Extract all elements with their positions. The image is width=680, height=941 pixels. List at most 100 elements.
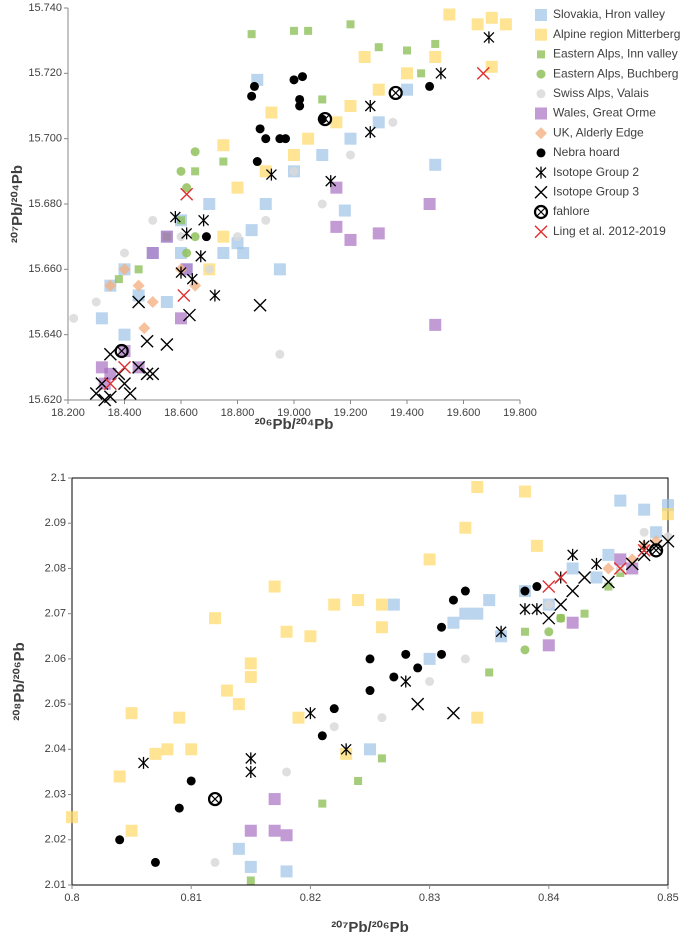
- data-point: [140, 334, 154, 348]
- marker-ring: [114, 343, 129, 359]
- data-point: [346, 20, 355, 29]
- marker-stroke: [160, 337, 174, 351]
- data-point: [275, 349, 285, 359]
- data-point: [280, 625, 293, 638]
- data-point: [354, 776, 363, 785]
- data-point: [160, 230, 173, 243]
- data-point: [255, 124, 265, 134]
- legend-entry: Slovakia, Hron valley: [535, 7, 665, 21]
- data-point: [344, 132, 357, 145]
- marker-square: [614, 494, 627, 507]
- data-point: [387, 598, 400, 611]
- marker-square: [471, 607, 484, 620]
- data-point: [423, 652, 436, 665]
- marker-square: [265, 106, 278, 119]
- marker-dot: [544, 627, 554, 637]
- data-point: [329, 704, 339, 714]
- marker-square: [244, 657, 257, 670]
- chart: 18.200 18.400 18.600 18.800 19.000 19.200 19.4…: [9, 2, 680, 433]
- data-point: [217, 139, 230, 152]
- data-point: [340, 743, 352, 756]
- data-point: [423, 198, 436, 210]
- marker-square: [535, 9, 547, 21]
- marker-square: [273, 263, 286, 276]
- y-tick-label: 2.01: [45, 879, 66, 891]
- marker-square: [374, 43, 383, 52]
- data-point: [411, 697, 425, 711]
- marker-circle: [425, 81, 435, 91]
- data-point: [590, 571, 603, 584]
- marker-stroke: [118, 360, 131, 374]
- y-tick-label: 2.03: [45, 788, 66, 800]
- marker-square: [259, 165, 272, 178]
- data-point: [91, 297, 101, 307]
- marker-square: [485, 668, 494, 677]
- marker-dot: [329, 722, 339, 732]
- marker-square: [459, 521, 472, 534]
- marker-dot: [69, 313, 79, 323]
- legend-entry: Isotope Group 2: [535, 165, 639, 179]
- x-tick-label: 18.200: [51, 407, 85, 419]
- marker-square: [328, 598, 341, 611]
- data-point: [625, 557, 639, 571]
- marker-square: [217, 139, 230, 152]
- marker-square: [542, 639, 555, 652]
- marker-circle: [389, 672, 399, 682]
- legend-entry: Wales, Great Orme: [535, 106, 656, 120]
- data-point: [295, 101, 305, 111]
- data-point: [114, 343, 129, 359]
- data-point: [146, 296, 159, 308]
- data-point: [626, 562, 639, 575]
- marker-square: [217, 247, 230, 259]
- data-point: [161, 743, 174, 756]
- marker-stroke: [411, 697, 425, 711]
- marker-dot: [210, 857, 220, 867]
- y-tick-label: 15.700: [28, 133, 62, 145]
- legend-entry: Eastern Alps, Buchberg: [536, 66, 678, 80]
- marker-ring: [648, 543, 664, 558]
- legend-label: Wales, Great Orme: [553, 106, 656, 120]
- marker-stroke: [542, 580, 556, 594]
- data-point: [388, 117, 398, 127]
- data-point: [245, 752, 257, 765]
- marker-square: [352, 594, 365, 607]
- data-point: [317, 111, 333, 127]
- marker-circle: [115, 835, 125, 845]
- marker-stroke: [613, 561, 627, 575]
- data-point: [649, 539, 663, 553]
- marker-square: [403, 46, 411, 55]
- data-point: [403, 46, 411, 55]
- data-point: [177, 288, 191, 302]
- data-point: [231, 237, 244, 250]
- data-point: [364, 743, 376, 756]
- data-point: [190, 147, 200, 157]
- marker-circle: [365, 686, 375, 696]
- y-axis-title: ²⁰⁷Pb/²⁰⁴Pb: [9, 165, 26, 243]
- data-point: [118, 263, 131, 276]
- data-point: [374, 43, 383, 52]
- data-point: [338, 204, 351, 217]
- marker-circle: [401, 649, 411, 659]
- marker-square: [372, 116, 385, 129]
- data-point: [288, 149, 300, 161]
- data-point: [259, 198, 272, 210]
- data-point: [261, 134, 271, 144]
- marker-circle: [317, 731, 327, 741]
- marker-ring: [533, 204, 549, 220]
- marker-square: [237, 247, 250, 259]
- data-point: [602, 562, 615, 575]
- marker-square: [125, 707, 138, 720]
- data-point: [265, 106, 278, 119]
- data-point: [499, 18, 512, 31]
- marker-circle: [329, 704, 339, 714]
- data-point: [377, 713, 387, 723]
- marker-square: [146, 247, 159, 259]
- marker-square: [431, 39, 440, 48]
- data-point: [104, 279, 117, 292]
- data-point: [429, 318, 442, 331]
- marker-circle: [520, 586, 530, 596]
- y-tick-label: 2.05: [45, 698, 66, 710]
- data-point: [542, 580, 556, 594]
- data-point: [247, 30, 256, 39]
- data-point: [146, 367, 160, 381]
